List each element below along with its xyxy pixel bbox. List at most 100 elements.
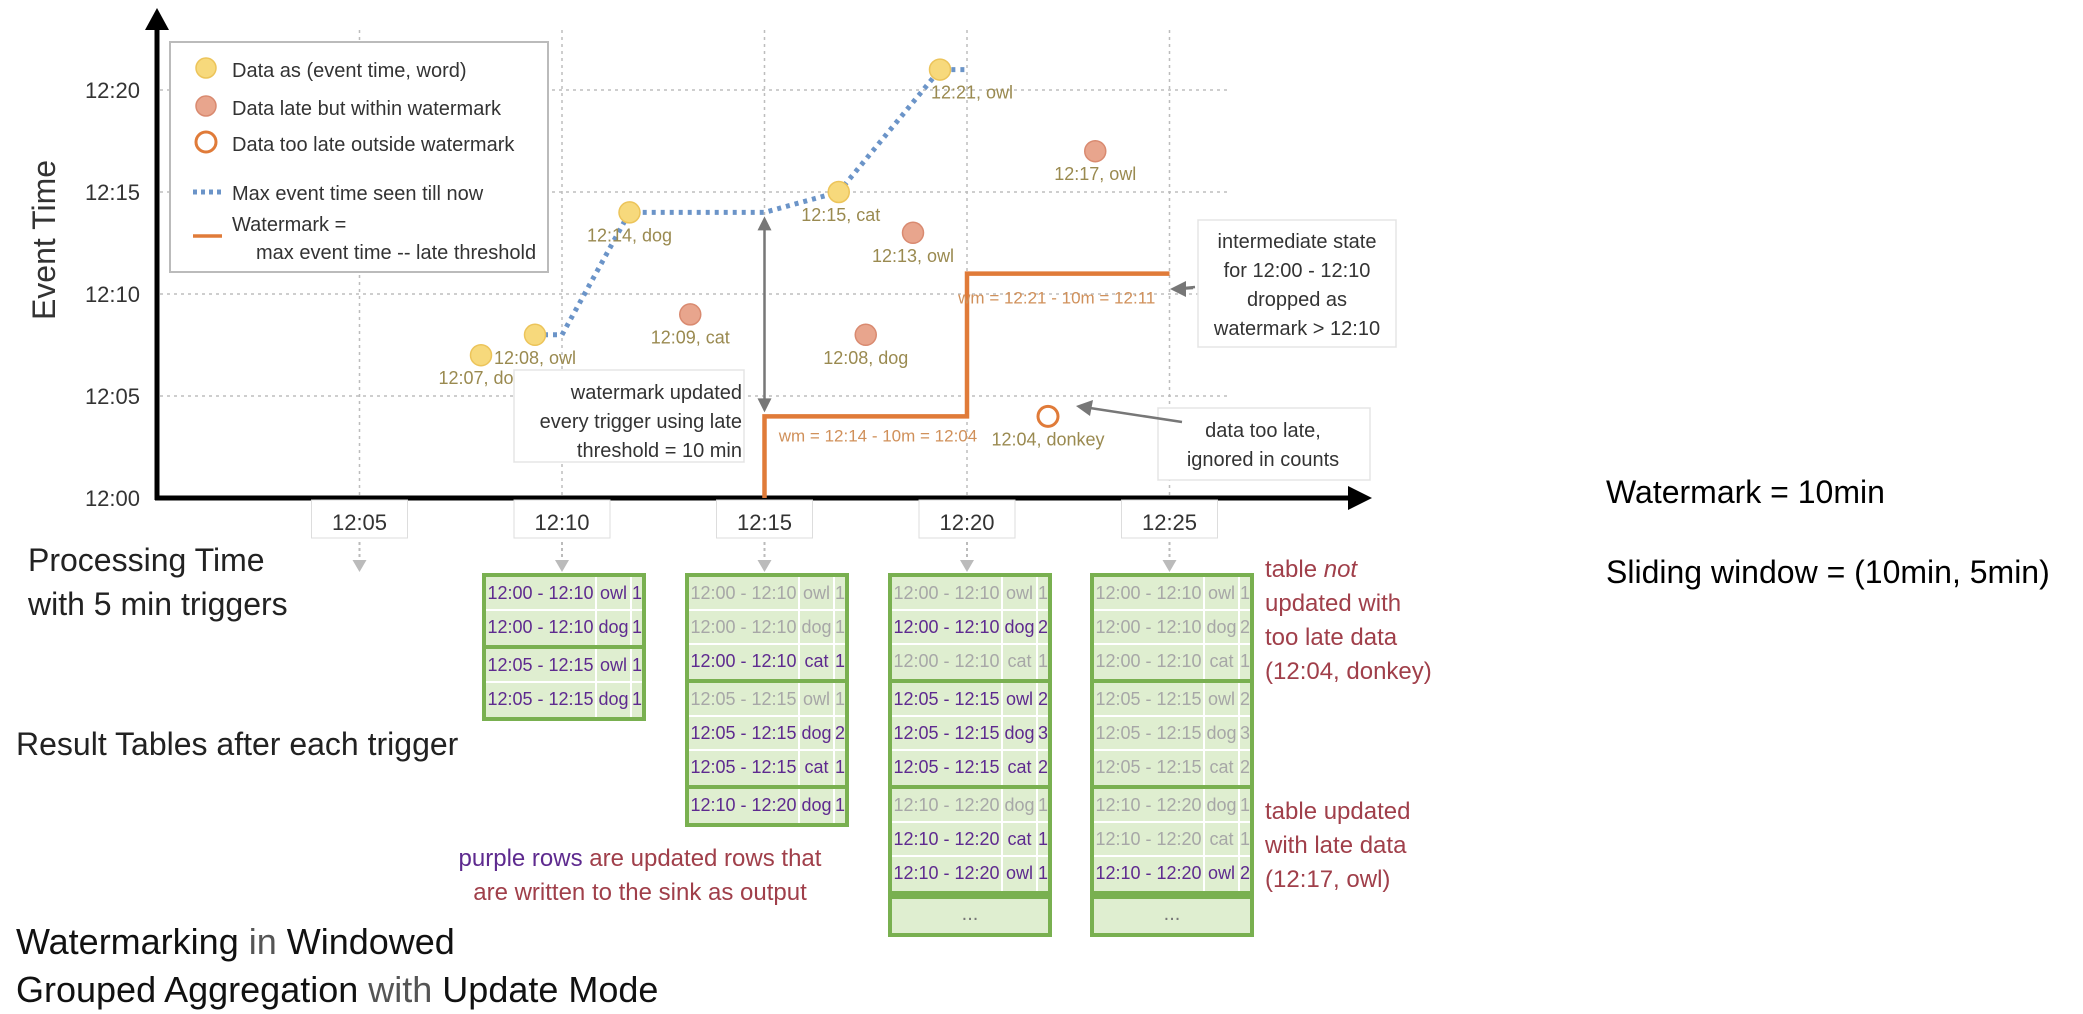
table-cell-count: 1 bbox=[1239, 795, 1250, 815]
table-cell-word: cat bbox=[1003, 645, 1038, 679]
table-cell-count: 2 bbox=[1239, 617, 1250, 637]
table-row: 12:10 - 12:20 cat 1 bbox=[1094, 823, 1250, 857]
data-point bbox=[618, 201, 641, 224]
result-table-window-group: 12:00 - 12:10 owl 1 12:00 - 12:10 dog 2 12:00 … bbox=[1094, 577, 1250, 683]
table-cell-count: 2 bbox=[1037, 757, 1048, 777]
table-cell-window: 12:05 - 12:15 bbox=[486, 683, 597, 717]
intermediate-text: intermediate state bbox=[1218, 231, 1377, 253]
table-row: 12:00 - 12:10 cat 1 bbox=[1094, 645, 1250, 679]
table-cell-window: 12:00 - 12:10 bbox=[486, 577, 597, 609]
intermediate-text: for 12:00 - 12:10 bbox=[1224, 260, 1371, 282]
table-row: 12:00 - 12:10 owl 1 bbox=[486, 577, 642, 611]
data-point-label: 12:08, dog bbox=[823, 348, 908, 368]
legend-late-marker bbox=[195, 95, 217, 117]
x-tick-box bbox=[716, 499, 813, 539]
table-row: 12:05 - 12:15 dog 1 bbox=[486, 683, 642, 717]
table-cell-word: owl bbox=[1205, 683, 1240, 715]
annotations: wm = 12:14 - 10m = 12:04 wm = 12:21 - 10m… bbox=[513, 216, 1397, 481]
table-row: 12:00 - 12:10 cat 1 bbox=[892, 645, 1048, 679]
y-tick-label: 12:20 bbox=[85, 78, 140, 103]
table-cell-count: 2 bbox=[1239, 863, 1250, 883]
table-cell-window: 12:05 - 12:15 bbox=[1094, 683, 1205, 715]
table-cell-count: 1 bbox=[834, 617, 845, 637]
x-tick-label: 12:25 bbox=[1142, 510, 1197, 535]
y-tick-label: 12:15 bbox=[85, 180, 140, 205]
max-event-time-line bbox=[535, 67, 967, 338]
table-cell-window: 12:10 - 12:20 bbox=[892, 857, 1003, 891]
table-cell-window: 12:00 - 12:10 bbox=[892, 645, 1003, 679]
title-part-3: Windowed bbox=[286, 921, 455, 962]
table-cell-word: cat bbox=[800, 751, 835, 785]
table-cell-count: 2 bbox=[1239, 757, 1250, 777]
table-cell-word: owl bbox=[1205, 577, 1240, 609]
data-point-label: 12:13, owl bbox=[872, 246, 954, 266]
table-cell-count: 3 bbox=[1037, 723, 1048, 743]
wm-label-1: wm = 12:14 - 10m = 12:04 bbox=[778, 426, 977, 445]
result-table: 12:00 - 12:10 owl 1 12:00 - 12:10 dog 2 12:00 … bbox=[888, 573, 1052, 937]
legend-late: Data late but within watermark bbox=[232, 98, 502, 120]
legend-on-time: Data as (event time, word) bbox=[232, 60, 467, 82]
table-cell-word: cat bbox=[1205, 751, 1240, 785]
x-tick-box bbox=[918, 499, 1016, 539]
x-tick-box bbox=[513, 499, 611, 539]
too-late-arrow bbox=[1089, 406, 1183, 424]
title-part-4: Grouped Aggregation bbox=[16, 969, 359, 1010]
table-row: 12:10 - 12:20 dog 1 bbox=[1094, 789, 1250, 823]
table-cell-word: dog bbox=[1205, 611, 1240, 643]
intermediate-arrow-head bbox=[1170, 281, 1186, 297]
table-cell-count: 1 bbox=[834, 757, 845, 777]
result-table-window-group: 12:00 - 12:10 owl 1 12:00 - 12:10 dog 2 12:00 … bbox=[892, 577, 1048, 683]
table-cell-word: cat bbox=[800, 645, 835, 679]
legend-wm-label-1: Watermark = bbox=[232, 214, 346, 236]
table-cell-window: 12:00 - 12:10 bbox=[689, 645, 800, 679]
title-part-5: with bbox=[358, 969, 443, 1010]
data-point-too-late bbox=[1036, 404, 1060, 428]
x-tick-label: 12:20 bbox=[939, 510, 994, 535]
result-table-window-group: 12:05 - 12:15 owl 2 12:05 - 12:15 dog 3 12:05 … bbox=[1094, 683, 1250, 789]
note-not-updated-3: too late data bbox=[1265, 624, 1398, 651]
table-cell-window: 12:05 - 12:15 bbox=[486, 649, 597, 681]
data-point bbox=[523, 323, 547, 347]
table-cell-word: dog bbox=[800, 717, 835, 749]
result-table: 12:00 - 12:10 owl 1 12:00 - 12:10 dog 1 12:00 … bbox=[685, 573, 849, 827]
table-row: 12:00 - 12:10 owl 1 bbox=[892, 577, 1048, 611]
table-cell-word: dog bbox=[800, 789, 835, 823]
too-late-box bbox=[1157, 407, 1371, 481]
data-point bbox=[901, 221, 925, 245]
table-cell-word: cat bbox=[1003, 823, 1038, 855]
y-tick-label: 12:05 bbox=[85, 384, 140, 409]
table-cell-word: owl bbox=[1003, 577, 1038, 609]
table-cell-count: 3 bbox=[1239, 723, 1250, 743]
table-row: 12:05 - 12:15 owl 1 bbox=[689, 683, 845, 717]
table-cell-count: 2 bbox=[1037, 689, 1048, 709]
trigger-arrow-head bbox=[555, 560, 569, 572]
table-cell-word: dog bbox=[1003, 717, 1038, 749]
table-row: 12:10 - 12:20 dog 1 bbox=[689, 789, 845, 823]
title-part-6: Update Mode bbox=[442, 969, 659, 1010]
table-cell-word: owl bbox=[800, 683, 835, 715]
x-tick-box bbox=[1121, 499, 1218, 539]
title-part-1: Watermarking bbox=[16, 921, 239, 962]
table-cell-window: 12:05 - 12:15 bbox=[689, 683, 800, 715]
intermediate-box bbox=[1197, 219, 1397, 348]
table-cell-window: 12:05 - 12:15 bbox=[892, 751, 1003, 785]
table-cell-count: 1 bbox=[631, 617, 642, 637]
wm-update-text: every trigger using late bbox=[540, 411, 742, 433]
table-cell-count: 2 bbox=[1239, 689, 1250, 709]
table-cell-word: dog bbox=[1003, 611, 1038, 643]
wm-update-text: threshold = 10 min bbox=[577, 440, 742, 462]
table-cell-count: 1 bbox=[1239, 829, 1250, 849]
watermark-line bbox=[762, 271, 1170, 498]
trigger-arrow-head bbox=[757, 560, 772, 572]
table-cell-word: dog bbox=[1205, 789, 1240, 821]
note-purple-rows: purple rows are updated rows that are wr… bbox=[440, 842, 840, 910]
result-table-window-group: 12:00 - 12:10 owl 1 12:00 - 12:10 dog 1 12:00 … bbox=[689, 577, 845, 683]
note-updated-2: with late data bbox=[1265, 832, 1407, 859]
note-updated-1: table updated bbox=[1265, 798, 1411, 825]
table-cell-count: 1 bbox=[1239, 651, 1250, 671]
table-cell-count: 1 bbox=[834, 795, 845, 815]
data-point-label: 12:15, cat bbox=[801, 205, 880, 225]
legend-too-late-marker bbox=[194, 130, 218, 154]
wm-update-box bbox=[513, 369, 745, 463]
table-cell-window: 12:10 - 12:20 bbox=[1094, 789, 1205, 821]
